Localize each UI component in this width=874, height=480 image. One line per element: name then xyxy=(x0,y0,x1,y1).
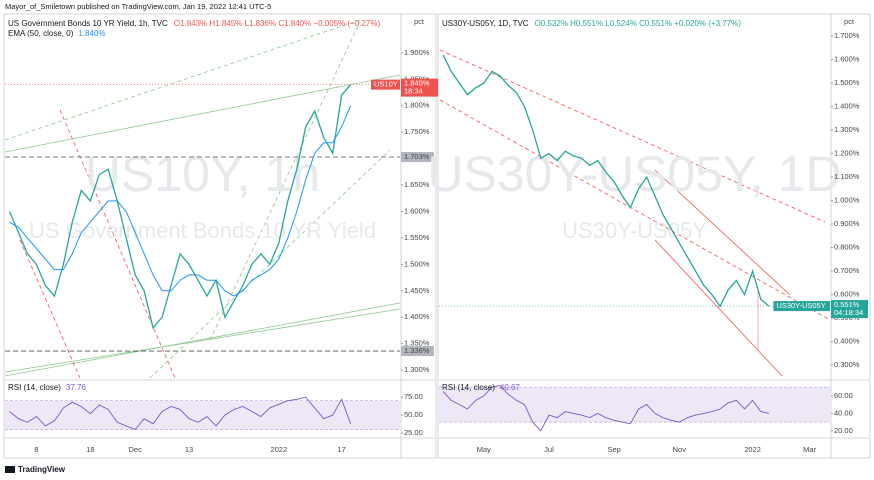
y-tick-label: 1.750% xyxy=(404,127,430,136)
last-price-label: 0.551% xyxy=(834,300,860,309)
legend-value: 1.840% xyxy=(78,29,105,38)
y-unit: pct xyxy=(414,17,425,26)
x-tick-label: Dec xyxy=(128,445,142,454)
x-tick-label: 8 xyxy=(34,445,38,454)
x-tick-label: 2022 xyxy=(270,445,287,454)
y-tick-label: 1.400% xyxy=(834,102,860,111)
y-tick-label: 1.300% xyxy=(404,365,430,374)
rsi-tick-label: 20.00 xyxy=(834,426,853,435)
x-tick-label: Nov xyxy=(673,445,687,454)
rsi-tick-label: 60.00 xyxy=(834,391,853,400)
rsi-tick-label: 40.00 xyxy=(834,408,853,417)
last-price-tag xyxy=(401,78,438,97)
x-tick-label: Jul xyxy=(544,445,554,454)
y-tick-label: 1.650% xyxy=(404,180,430,189)
rsi-band xyxy=(5,400,400,430)
rsi-legend: RSI (14, close) 40.67 xyxy=(442,383,520,392)
y-tick-label: 1.550% xyxy=(404,233,430,242)
y-tick-label: 1.900% xyxy=(404,48,430,57)
level-label: 1.703% xyxy=(404,152,430,161)
y-tick-label: 1.300% xyxy=(834,125,860,134)
y-unit: pct xyxy=(844,17,855,26)
y-tick-label: 1.800% xyxy=(404,101,430,110)
x-tick-label: 18 xyxy=(86,445,94,454)
y-tick-label: 1.500% xyxy=(404,259,430,268)
rsi-value: 40.67 xyxy=(500,383,521,392)
y-tick-label: 1.350% xyxy=(404,339,430,348)
y-tick-label: 0.400% xyxy=(834,337,860,346)
rsi-line xyxy=(9,396,352,431)
x-tick-label: 13 xyxy=(185,445,193,454)
y-tick-label: 0.900% xyxy=(834,219,860,228)
level-tag xyxy=(401,152,434,163)
y-tick-label: 1.000% xyxy=(834,196,860,205)
title: US30Y-US05Y, 1D, TVC xyxy=(442,19,529,28)
footer-logo: TradingView xyxy=(5,465,66,474)
y-tick-label: 1.200% xyxy=(834,149,860,158)
symbol-tag-label: US10Y xyxy=(374,80,398,89)
series-line xyxy=(8,84,352,330)
footer: TradingView xyxy=(18,465,66,474)
watermark: US10Y, 1h xyxy=(85,146,320,202)
series-line xyxy=(442,54,770,308)
y-tick-label: 0.700% xyxy=(834,266,860,275)
ohlc: O0.532% H0.551% L0.524% C0.551% +0.020% … xyxy=(535,19,742,28)
x-tick-label: 2022 xyxy=(744,445,761,454)
rsi-name: RSI (14, close) xyxy=(8,383,61,392)
countdown: 18:34 xyxy=(404,87,423,96)
y-tick-label: 1.500% xyxy=(834,78,860,87)
level-tag xyxy=(401,346,434,357)
legend-name: EMA (50, close, 0) xyxy=(8,29,74,38)
legend-entry: EMA (50, close, 0) 1.840% xyxy=(8,29,106,38)
trend-lines-right xyxy=(439,49,831,377)
y-tick-label: 0.600% xyxy=(834,290,860,299)
rsi-line xyxy=(442,385,769,432)
last-price-label: 1.840% xyxy=(404,79,430,88)
x-tick-label: Mar xyxy=(803,445,816,454)
rsi-legend: RSI (14, close) 37.76 xyxy=(8,383,86,392)
title: US Government Bonds 10 YR Yield, 1h, TVC xyxy=(8,19,168,28)
trend-lines-left xyxy=(4,19,401,379)
rsi-tick-label: 75.00 xyxy=(404,392,423,401)
symbol-tag-label: US30Y-US05Y xyxy=(776,301,825,310)
y-tick-label: 1.700% xyxy=(834,31,860,40)
x-tick-label: Sep xyxy=(607,445,620,454)
ohlc: O1.843% H1.845% L1.836% C1.840% −0.005% … xyxy=(174,19,381,28)
y-tick-label: 0.800% xyxy=(834,243,860,252)
rsi-name: RSI (14, close) xyxy=(442,383,495,392)
y-tick-label: 1.600% xyxy=(404,206,430,215)
y-tick-label: 1.100% xyxy=(834,172,860,181)
watermark-sub: US Government Bonds 10 YR Yield xyxy=(29,218,376,243)
countdown: 04:18:34 xyxy=(834,308,863,317)
last-price-tag xyxy=(831,300,868,319)
y-tick-label: 0.300% xyxy=(834,360,860,369)
watermark-sub: US30Y-US05Y xyxy=(562,218,707,243)
symbol-tag xyxy=(371,79,400,90)
legend-title: US Government Bonds 10 YR Yield, 1h, TVC… xyxy=(8,19,380,28)
level-label: 1.336% xyxy=(404,346,430,355)
x-tick-label: 17 xyxy=(337,445,345,454)
watermark: US30Y-US05Y, 1D xyxy=(427,146,841,202)
x-tick-label: May xyxy=(477,445,491,454)
rsi-tick-label: 50.00 xyxy=(404,410,423,419)
header: Mayor_of_Smiletown published on TradingV… xyxy=(5,2,271,11)
y-tick-label: 1.600% xyxy=(834,55,860,64)
series-line xyxy=(9,105,352,297)
rsi-tick-label: 25.00 xyxy=(404,428,423,437)
y-tick-label: 1.400% xyxy=(404,312,430,321)
rsi-value: 37.76 xyxy=(66,383,87,392)
y-tick-label: 1.450% xyxy=(404,286,430,295)
symbol-tag xyxy=(773,301,830,312)
legend-title: US30Y-US05Y, 1D, TVC O0.532% H0.551% L0.5… xyxy=(442,19,741,28)
